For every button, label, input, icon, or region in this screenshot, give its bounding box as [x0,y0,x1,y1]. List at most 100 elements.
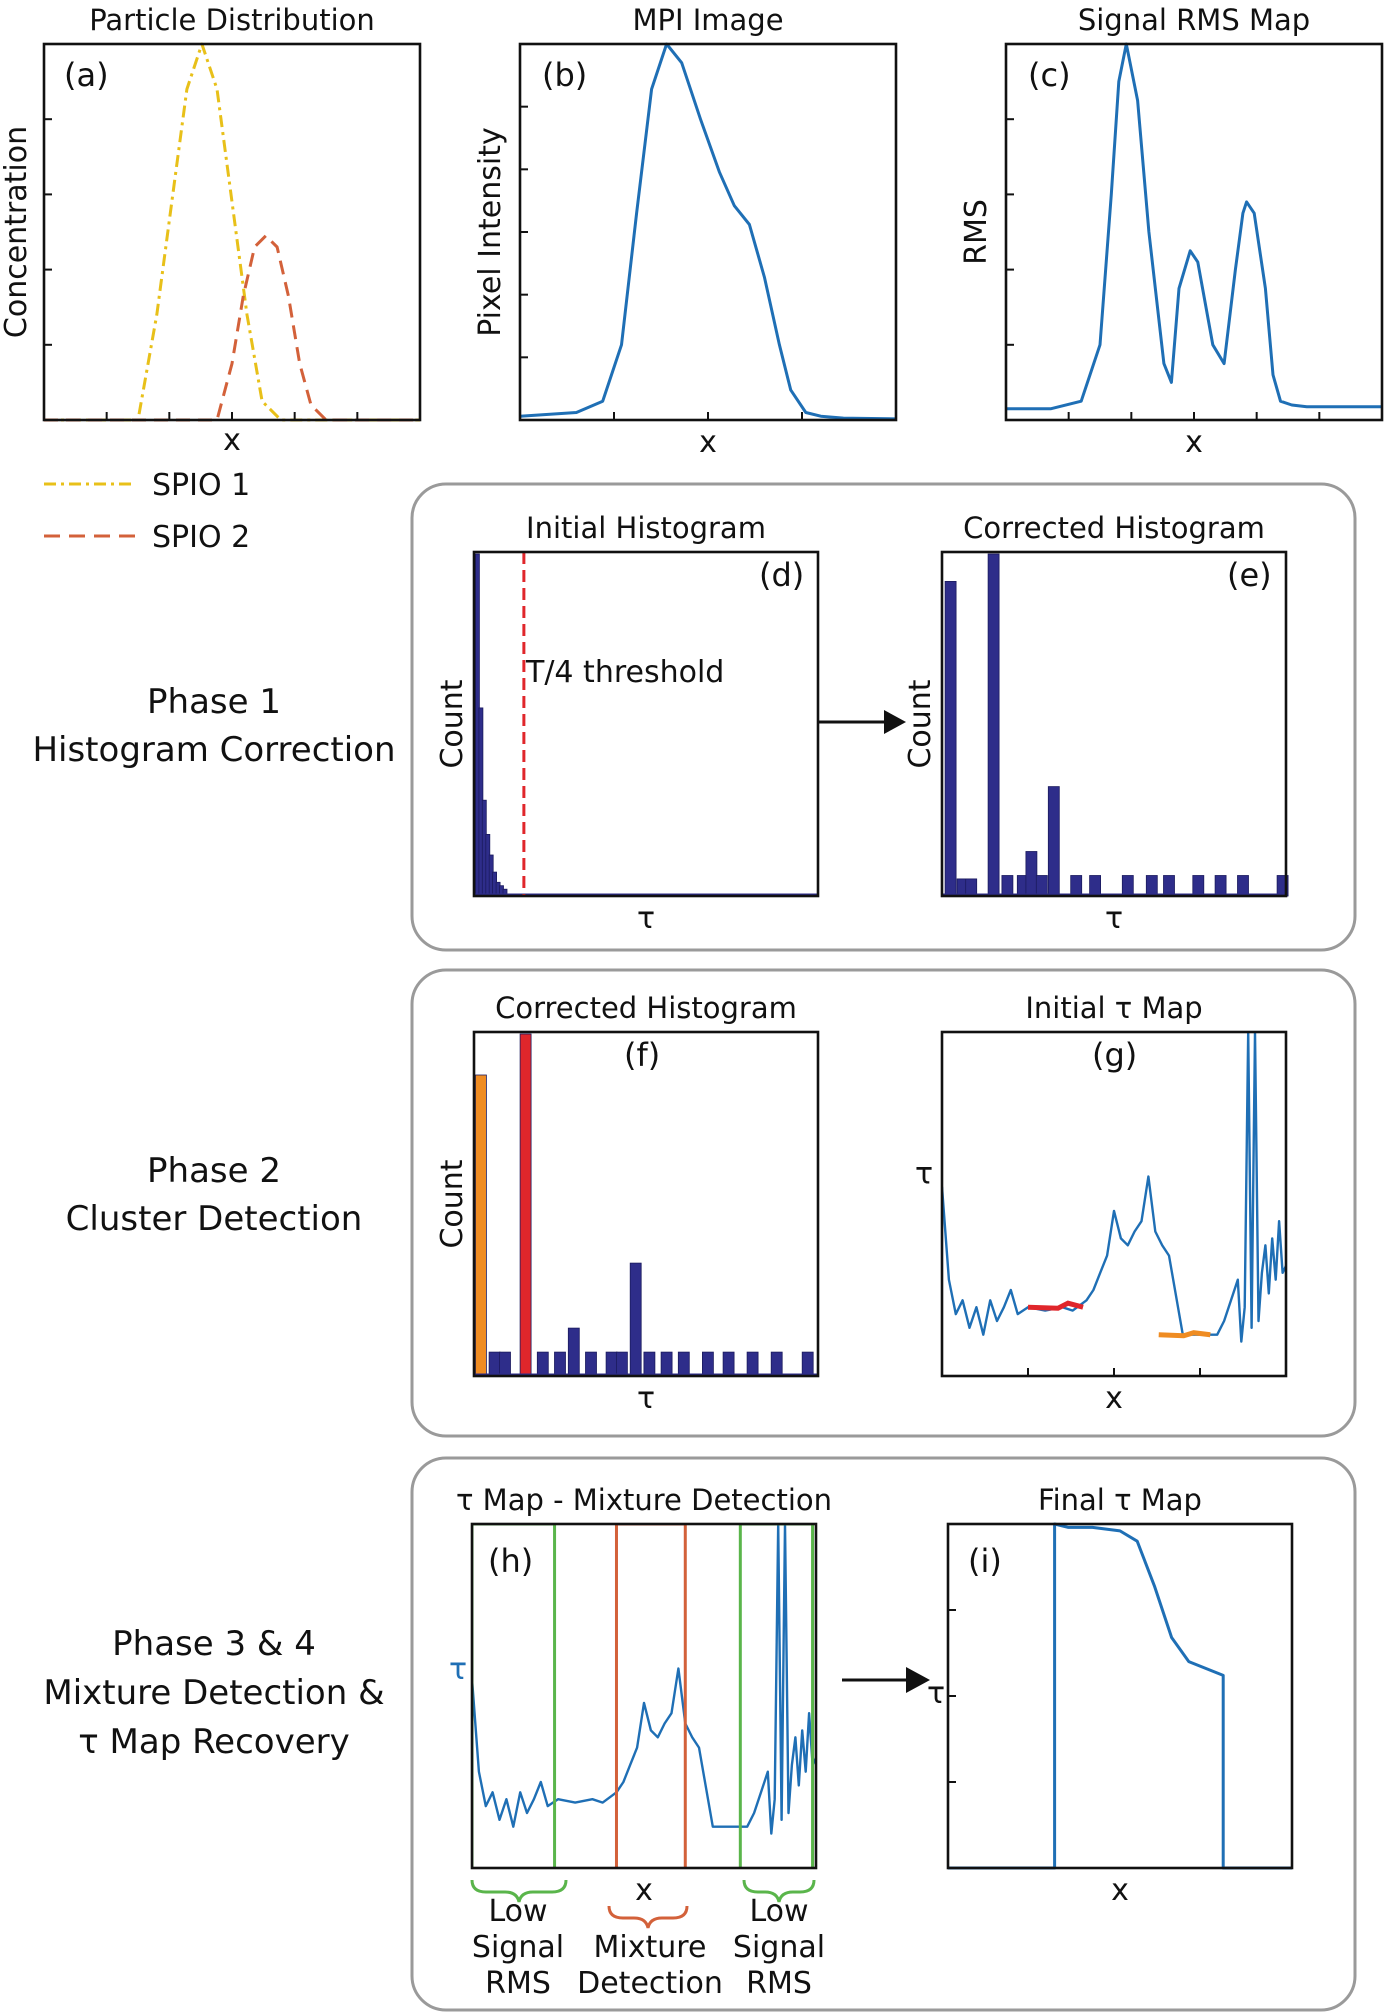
panel-e-title: Corrected Histogram [963,511,1265,545]
phase34-label: Phase 3 & 4 Mixture Detection & τ Map Re… [43,1624,384,1762]
panel-e-bar [1214,875,1227,897]
panel-h-region-box [472,1524,557,1868]
panel-f-bar [605,1351,618,1377]
panel-h-series [472,1524,816,1835]
panel-e-bar [944,581,957,897]
panel-e-bar [1121,875,1134,897]
panel-a: Particle Distribution (a) Concentration x [0,3,422,458]
panel-f-axes [472,1030,820,1378]
panel-c-series [1006,42,1382,411]
legend: SPIO 1 SPIO 2 [44,468,250,555]
svg-text:RMS: RMS [485,1966,551,2001]
panel-h-axes [470,1522,818,1870]
panel-f-bar [488,1351,501,1377]
panel-c-axes [1004,42,1384,422]
svg-text:Cluster Detection: Cluster Detection [66,1199,363,1239]
svg-text:Histogram Correction: Histogram Correction [32,730,395,770]
panel-f-bar [474,1074,487,1377]
panel-g-ylabel: τ [915,1156,933,1191]
panel-b-tag: (b) [542,56,587,94]
panel-a-tag: (a) [64,56,109,94]
panel-b: MPI Image (b) Pixel Intensity x [473,3,898,460]
panel-f-ylabel: Count [435,1159,470,1248]
panel-f-bar [519,1033,532,1377]
panel-b-axes [518,42,898,422]
panel-f-bar [770,1351,783,1377]
arrow-d-to-e [818,710,906,734]
phase2-label: Phase 2 Cluster Detection [66,1151,363,1239]
region-label-low-rms-left: Low [488,1894,547,1929]
panel-g-series [942,1032,1286,1343]
panel-f-bar [677,1351,690,1377]
panel-h: τ Map - Mixture Detection (h) τ x [449,1483,832,1908]
panel-f-bar [536,1351,549,1377]
panel-f-bar [702,1351,714,1377]
panel-e-ylabel: Count [903,679,938,768]
svg-text:Mixture Detection &: Mixture Detection & [43,1673,384,1713]
panel-h-tag: (h) [488,1542,533,1580]
panel-h-plot-area [472,1524,816,1868]
panel-a-ylabel: Concentration [0,126,34,338]
panel-g-xlabel: x [1105,1381,1123,1416]
panel-a-title: Particle Distribution [89,3,375,37]
panel-d: Initial Histogram T/4 threshold (d) Count τ [435,511,820,936]
panel-e-xlabel: τ [1105,901,1123,936]
panel-f-tag: (f) [624,1036,660,1074]
panel-e-tag: (e) [1227,556,1272,594]
panel-f-xlabel: τ [637,1381,655,1416]
panel-f-bar [801,1351,814,1377]
panel-e-bar [1145,875,1158,897]
svg-text:Phase 1: Phase 1 [147,682,281,722]
svg-text:Signal: Signal [472,1930,564,1965]
panel-g-tag: (g) [1092,1036,1137,1074]
region-brace-mixture [607,1905,689,1929]
panel-e-axes [940,550,1288,898]
svg-text:τ Map Recovery: τ Map Recovery [78,1722,350,1762]
legend-label-spio2: SPIO 2 [152,520,250,555]
panel-h-region-box [614,1524,687,1868]
panel-f-bar [616,1351,628,1377]
panel-e-bar [1089,875,1101,897]
panel-e-bar [1047,786,1060,897]
panel-e-bar [1163,875,1175,897]
panel-d-threshold-label: T/4 threshold [525,655,724,690]
region-brace-low-rms-right [742,1879,816,1903]
svg-text:Detection: Detection [577,1966,723,2001]
region-labels: Low Signal RMS Mixture Detection Low Sig… [470,1879,825,2001]
panel-g-plot-area [942,1032,1286,1343]
panel-g-axes [940,1030,1288,1378]
panel-e: Corrected Histogram (e) Count τ [903,511,1289,936]
panel-b-ylabel: Pixel Intensity [473,127,508,337]
panel-e-bar [987,553,1000,897]
panel-f-bar [554,1351,566,1377]
panel-f-bar [499,1351,511,1377]
panel-f-bar [643,1351,656,1377]
panel-h-region-box [738,1524,815,1868]
panel-c-ylabel: RMS [959,199,994,265]
panel-f-bar [585,1351,597,1377]
panel-i-xlabel: x [1111,1873,1129,1908]
panel-e-bar [1025,851,1038,897]
svg-text:Signal: Signal [733,1930,825,1965]
panel-e-bar [1001,875,1014,897]
phase34-box [410,1456,1357,2012]
panel-g: Initial τ Map (g) τ x [915,991,1288,1416]
panel-c-xlabel: x [1185,425,1203,460]
panel-e-bar [965,878,978,897]
panel-a-xlabel: x [223,423,241,458]
panel-g-title: Initial τ Map [1025,991,1202,1025]
legend-label-spio1: SPIO 1 [152,468,250,503]
panel-h-xlabel: x [635,1873,653,1908]
region-brace-low-rms-left [470,1879,568,1903]
panel-h-ylabel: τ [449,1652,467,1687]
panel-a-series-spio2 [44,234,420,422]
panel-a-series-spio1 [44,42,420,422]
svg-text:Phase 3 & 4: Phase 3 & 4 [112,1624,316,1664]
panel-f: Corrected Histogram (f) Count τ [435,991,820,1416]
panel-c: Signal RMS Map(c) RMS x [959,3,1384,460]
panel-g-cluster-red [1027,1300,1084,1311]
svg-text:RMS: RMS [746,1966,812,2001]
panel-e-bar [1035,875,1048,897]
panel-b-series [519,42,897,421]
